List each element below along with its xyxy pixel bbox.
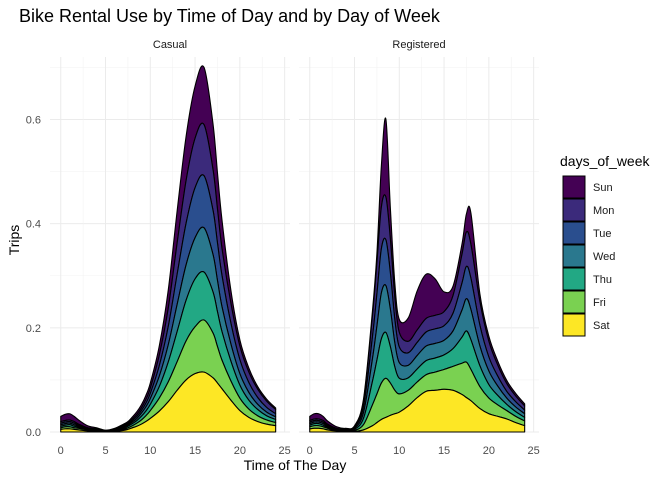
legend-title: days_of_week [560, 153, 651, 169]
x-tick-label: 0 [307, 445, 313, 457]
legend-label-sun: Sun [593, 182, 613, 194]
y-tick-label: 0.0 [26, 427, 41, 439]
legend-key-thu [562, 267, 586, 291]
legend-label-mon: Mon [593, 205, 614, 217]
legend-key-tue [562, 221, 586, 245]
x-tick-label: 15 [189, 445, 201, 457]
x-tick-label: 20 [234, 445, 246, 457]
x-axis-title: Time of The Day [244, 457, 347, 473]
chart-title: Bike Rental Use by Time of Day and by Da… [19, 6, 441, 26]
x-tick-label: 20 [483, 445, 495, 457]
y-tick-label: 0.2 [26, 323, 41, 335]
x-tick-label: 10 [144, 445, 156, 457]
x-tick-labels-registered: 0 5 10 15 20 25 [307, 445, 540, 457]
legend-key-wed [562, 244, 586, 268]
y-axis-title: Trips [6, 225, 22, 256]
facet-registered: Registered 0 5 10 15 20 25 [299, 39, 540, 457]
x-tick-label: 25 [279, 445, 291, 457]
density-area-sat [309, 388, 526, 433]
x-tick-label: 10 [393, 445, 405, 457]
density-areas-casual [60, 65, 277, 433]
x-tick-label: 0 [58, 445, 64, 457]
legend-key-sun [562, 175, 586, 199]
density-area-sat [60, 371, 277, 433]
legend-label-fri: Fri [593, 297, 606, 309]
legend: days_of_week Sun Mon Tue Wed Thu Fri Sat [560, 153, 651, 337]
x-tick-label: 5 [351, 445, 357, 457]
legend-label-wed: Wed [593, 251, 615, 263]
legend-key-sat [562, 313, 586, 337]
density-areas-registered [309, 117, 526, 433]
x-tick-label: 5 [102, 445, 108, 457]
y-tick-label: 0.4 [26, 219, 41, 231]
y-tick-labels: 0.0 0.2 0.4 0.6 [26, 115, 41, 440]
gridlines-registered [299, 57, 539, 433]
legend-label-sat: Sat [593, 320, 610, 332]
x-tick-labels-casual: 0 5 10 15 20 25 [58, 445, 291, 457]
y-tick-label: 0.6 [26, 115, 41, 127]
facet-panels: Casual 0 5 10 15 20 25 Registered 0 5 10 15 20 25 [50, 39, 540, 457]
facet-strip-registered: Registered [392, 39, 445, 51]
legend-label-tue: Tue [593, 228, 612, 240]
facet-strip-casual: Casual [153, 39, 187, 51]
facet-casual: Casual 0 5 10 15 20 25 [50, 39, 291, 457]
x-tick-label: 15 [438, 445, 450, 457]
legend-label-thu: Thu [593, 274, 612, 286]
legend-key-fri [562, 290, 586, 314]
x-tick-label: 25 [528, 445, 540, 457]
legend-key-mon [562, 198, 586, 222]
legend-keys: Sun Mon Tue Wed Thu Fri Sat [562, 175, 615, 337]
